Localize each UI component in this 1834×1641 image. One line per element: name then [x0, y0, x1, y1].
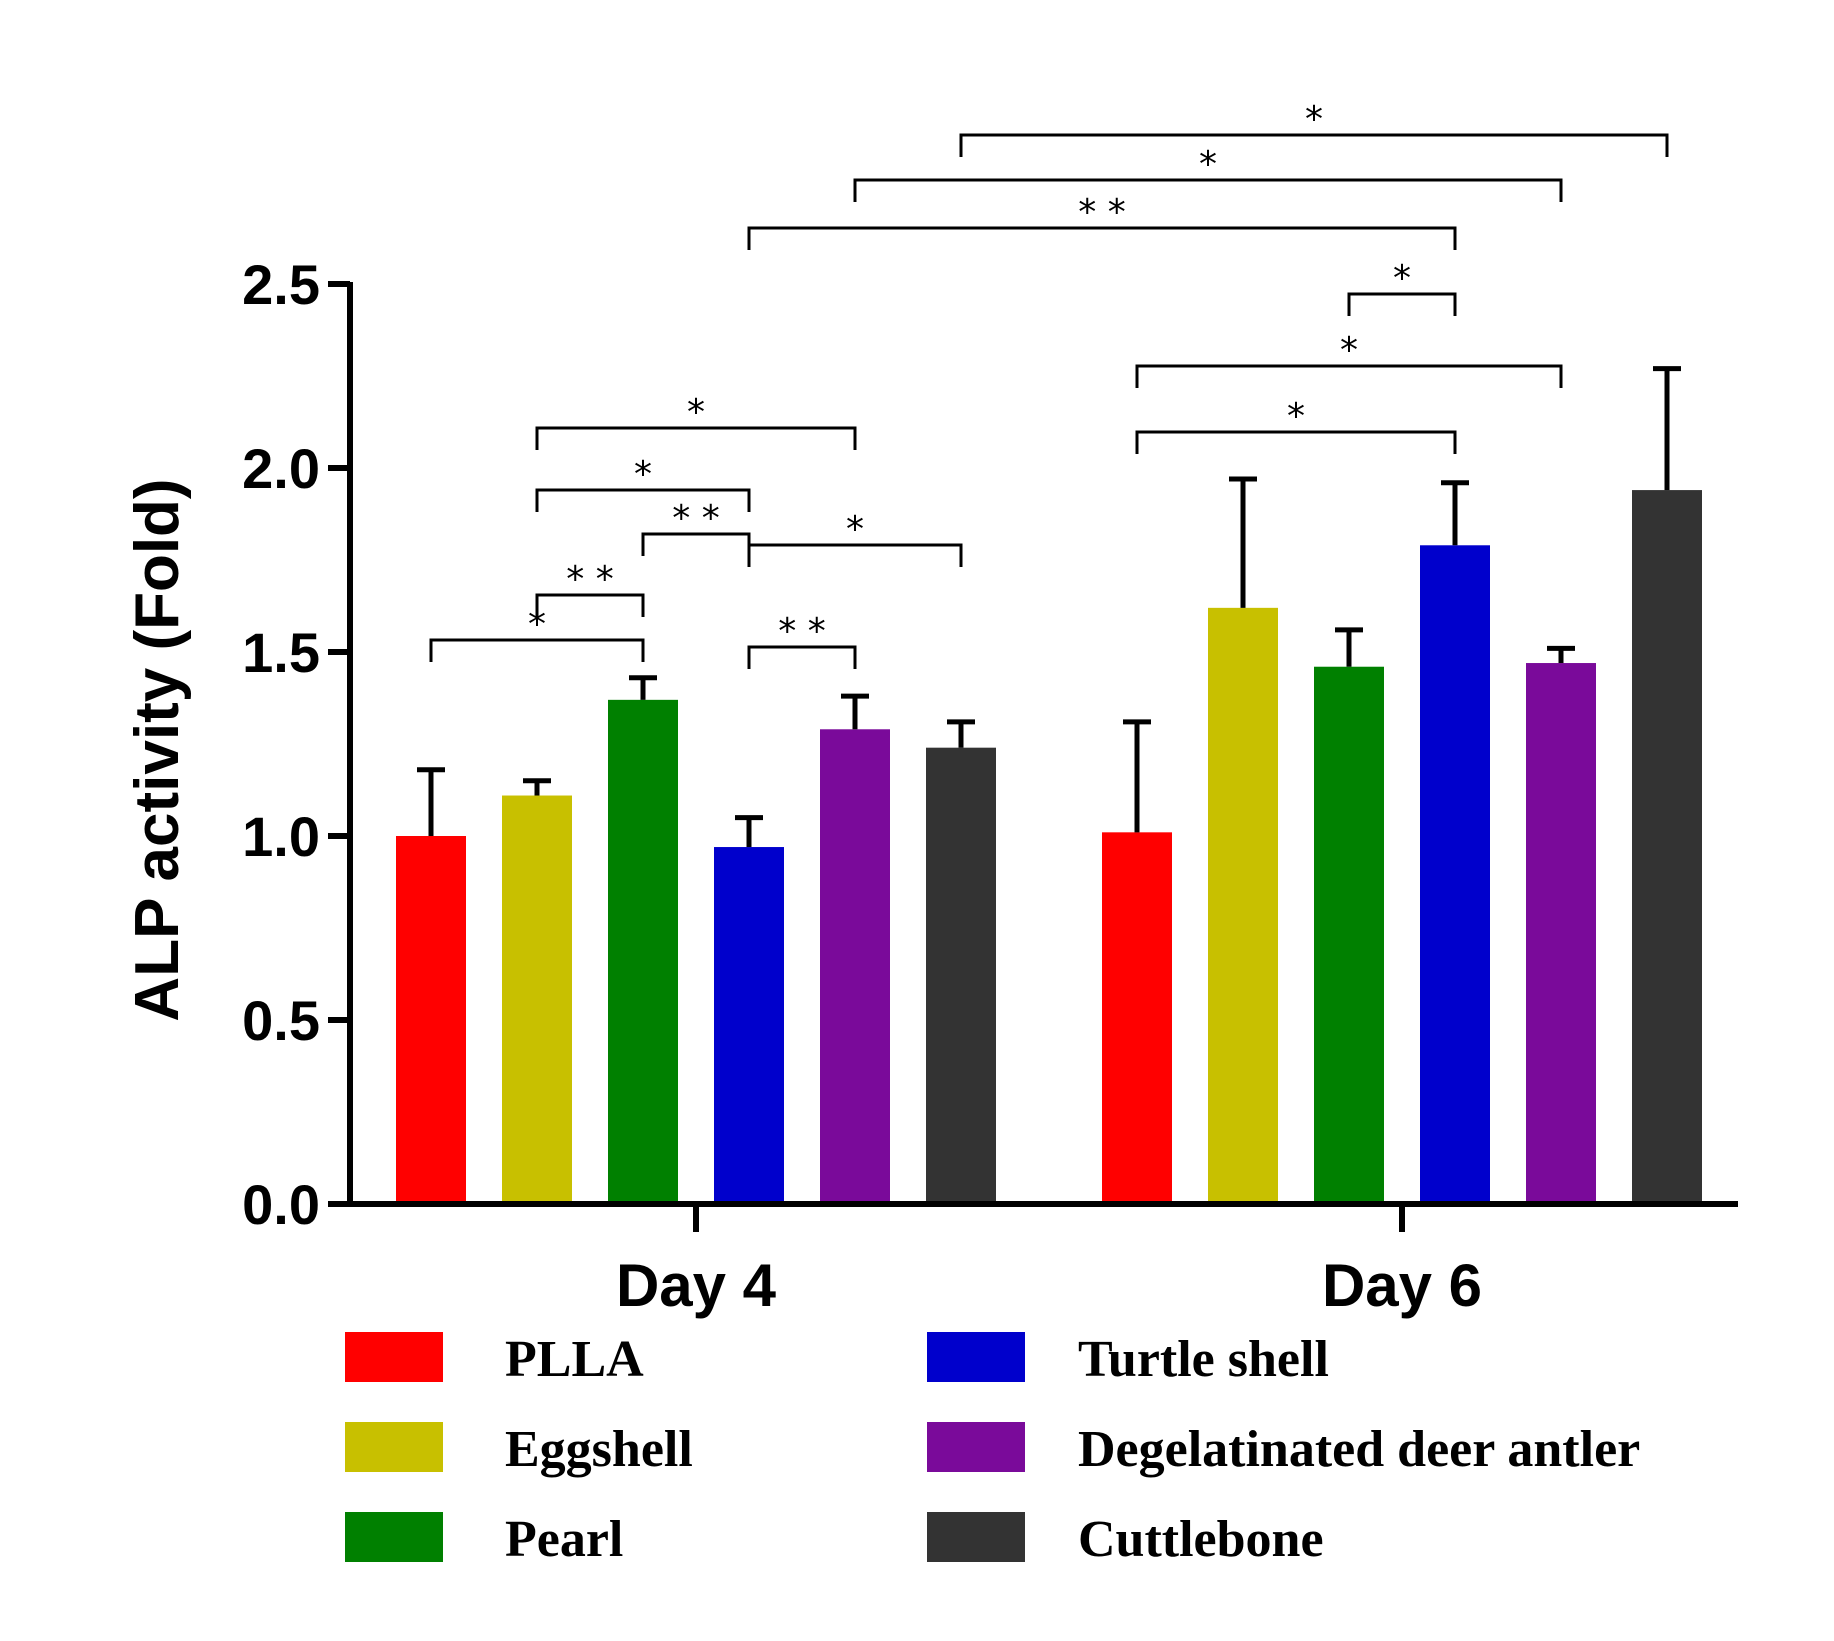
bar-plla-day-6	[1102, 832, 1172, 1204]
bar-cuttlebone-day-4	[926, 747, 996, 1204]
bar-plla-day-4	[396, 836, 466, 1204]
significance-bracket	[853, 178, 1563, 202]
significance-label: *	[687, 392, 705, 433]
significance-bracket	[535, 488, 751, 512]
legend-swatch-degelatinated-deer-antler	[927, 1422, 1025, 1472]
x-tick-label: Day 6	[1322, 1252, 1482, 1319]
bar-degelatinated-deer-antler-day-4	[820, 729, 890, 1204]
significance-bracket	[747, 543, 963, 567]
legend-label-eggshell: Eggshell	[505, 1421, 693, 1478]
significance-label: *	[1340, 330, 1358, 371]
legend-swatch-cuttlebone	[927, 1512, 1025, 1562]
significance-bracket	[1347, 292, 1457, 316]
legend-swatch-plla	[345, 1332, 443, 1382]
significance-bracket	[959, 133, 1669, 157]
y-tick-label: 2.5	[242, 253, 320, 316]
legend-label-cuttlebone: Cuttlebone	[1078, 1511, 1324, 1568]
y-tick-label: 1.0	[242, 805, 320, 868]
legend-swatch-turtle-shell	[927, 1332, 1025, 1382]
significance-bracket	[535, 426, 857, 450]
significance-label: * *	[672, 498, 719, 539]
y-axis-title: ALP activity (Fold)	[123, 478, 192, 1021]
significance-bracket	[429, 638, 645, 662]
y-tick-label: 2.0	[242, 437, 320, 500]
significance-bracket	[747, 226, 1457, 250]
significance-bracket	[1135, 364, 1563, 388]
significance-label: *	[1287, 396, 1305, 437]
bar-pearl-day-4	[608, 699, 678, 1204]
bar-eggshell-day-4	[502, 795, 572, 1204]
significance-bracket	[747, 645, 857, 669]
significance-bracket	[535, 593, 645, 617]
legend-label-turtle-shell: Turtle shell	[1078, 1331, 1329, 1388]
significance-label: *	[1393, 258, 1411, 299]
significance-label: * *	[566, 559, 613, 600]
significance-bracket	[1135, 430, 1457, 454]
legend-label-degelatinated-deer-antler: Degelatinated deer antler	[1078, 1421, 1640, 1478]
bar-turtle-shell-day-6	[1420, 545, 1490, 1204]
significance-label: *	[1199, 144, 1217, 185]
significance-label: *	[846, 509, 864, 550]
significance-label: *	[634, 454, 652, 495]
bar-cuttlebone-day-6	[1632, 490, 1702, 1205]
legend-swatch-eggshell	[345, 1422, 443, 1472]
legend-label-pearl: Pearl	[505, 1511, 623, 1568]
significance-label: * *	[1078, 192, 1125, 233]
y-tick-label: 0.0	[242, 1173, 320, 1236]
bar-pearl-day-6	[1314, 666, 1384, 1204]
x-tick-label: Day 4	[616, 1252, 777, 1319]
bar-degelatinated-deer-antler-day-6	[1526, 663, 1596, 1204]
significance-label: *	[1305, 99, 1323, 140]
significance-label: *	[528, 604, 546, 645]
bar-turtle-shell-day-4	[714, 847, 784, 1204]
legend-label-plla: PLLA	[505, 1331, 644, 1388]
bar-eggshell-day-6	[1208, 607, 1278, 1204]
y-tick-label: 0.5	[242, 989, 320, 1052]
significance-label: * *	[778, 611, 825, 652]
y-tick-label: 1.5	[242, 621, 320, 684]
legend-swatch-pearl	[345, 1512, 443, 1562]
